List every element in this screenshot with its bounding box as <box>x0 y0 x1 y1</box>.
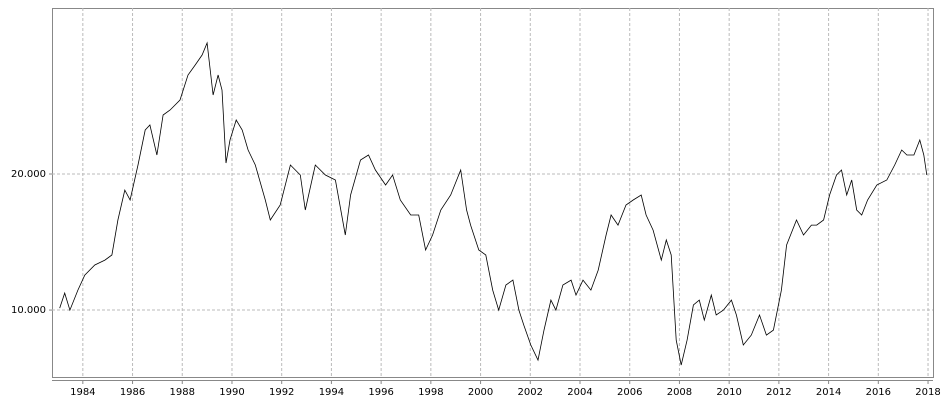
x-tick-label: 2012 <box>766 387 791 398</box>
x-tick-label: 1992 <box>269 387 294 398</box>
x-tick-label: 2006 <box>617 387 642 398</box>
x-tick-label: 2004 <box>567 387 592 398</box>
x-tick-label: 1988 <box>170 387 195 398</box>
y-tick-label: 20.000 <box>11 169 46 180</box>
plot-area <box>52 8 934 378</box>
x-tick-label: 1990 <box>219 387 244 398</box>
x-tick-label: 1994 <box>319 387 344 398</box>
x-tick-label: 2002 <box>518 387 543 398</box>
x-tick-label: 2010 <box>716 387 741 398</box>
x-tick-label: 2018 <box>915 387 940 398</box>
line-series <box>59 41 928 366</box>
x-tick-label: 2016 <box>866 387 891 398</box>
x-tick-label: 1996 <box>368 387 393 398</box>
x-tick-label: 2000 <box>468 387 493 398</box>
x-tick-label: 2014 <box>816 387 841 398</box>
x-tick-label: 1984 <box>70 387 95 398</box>
x-tick-label: 1986 <box>120 387 145 398</box>
y-tick-label: 10.000 <box>11 305 46 316</box>
x-tick-label: 1998 <box>418 387 443 398</box>
x-tick-label: 2008 <box>667 387 692 398</box>
